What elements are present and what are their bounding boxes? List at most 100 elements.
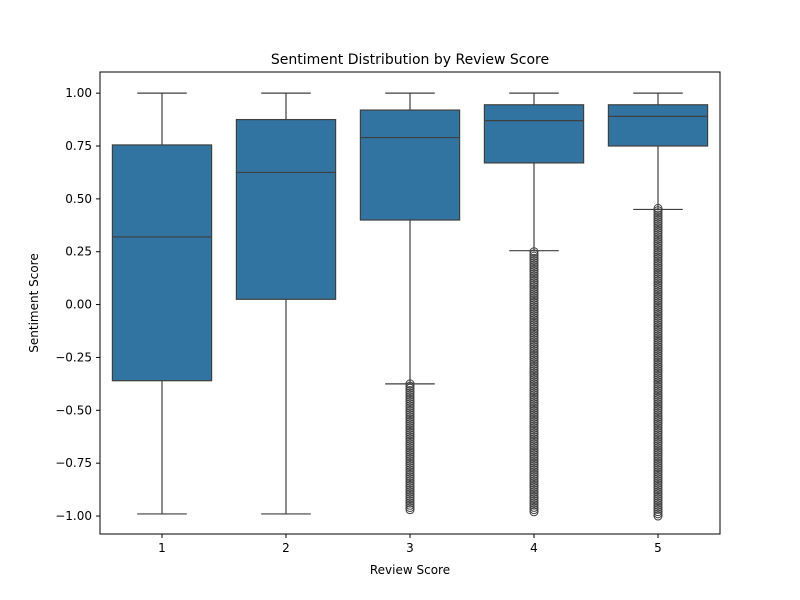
outlier-point [529,317,539,327]
outlier-point [653,263,663,273]
outlier-point [653,449,663,459]
outlier-point [529,267,539,277]
outlier-point [653,469,663,479]
outlier-point [405,423,415,433]
outlier-point [405,491,415,501]
outlier-point [529,339,539,349]
outlier-point [529,452,539,462]
outlier-point [653,425,663,435]
outlier-point [653,324,663,334]
outlier-point [405,461,415,471]
outlier-point [653,315,663,325]
outlier-point [653,298,663,308]
outlier-point [405,403,415,413]
outlier-point [529,491,539,501]
outlier-point [653,276,663,286]
outlier-point [529,344,539,354]
outlier-point [529,465,539,475]
outlier-point [653,359,663,369]
x-tick-label: 2 [282,541,290,555]
outlier-point [405,494,415,504]
y-tick-label: 1.00 [65,86,92,100]
outlier-point [653,390,663,400]
outlier-point [405,505,415,515]
outlier-point [405,383,415,393]
outlier-point [653,397,663,407]
outlier-point [653,373,663,383]
outlier-point [653,353,663,363]
outlier-point [653,256,663,266]
outlier-point [529,412,539,422]
outlier-point [405,410,415,420]
outlier-point [653,447,663,457]
y-tick-label: −1.00 [55,509,92,523]
outlier-point [653,403,663,413]
outlier-point [405,456,415,466]
outlier-point [653,485,663,495]
outlier-point [653,496,663,506]
outlier-point [529,359,539,369]
outlier-point [529,474,539,484]
outlier-point [529,386,539,396]
outlier-point [529,498,539,508]
outlier-point [529,253,539,263]
outlier-point [529,249,539,259]
outlier-point [405,483,415,493]
outlier-point [653,432,663,442]
outlier-point [529,335,539,345]
outlier-point [405,469,415,479]
outlier-point [529,454,539,464]
y-tick-label: 0.75 [65,139,92,153]
outlier-point [529,405,539,415]
outlier-point [405,496,415,506]
outlier-point [653,502,663,512]
outlier-point [529,447,539,457]
outlier-point [405,450,415,460]
outlier-point [405,401,415,411]
outlier-point [529,251,539,261]
outlier-point [529,370,539,380]
outlier-point [653,421,663,431]
outlier-point [529,264,539,274]
outlier-point [529,483,539,493]
outlier-point [653,252,663,262]
outlier-point [653,236,663,246]
outlier-point [405,465,415,475]
outlier-point [653,342,663,352]
outlier-point [405,430,415,440]
x-tick-label: 5 [654,541,662,555]
outlier-point [653,289,663,299]
outlier-point [529,388,539,398]
outlier-point [653,445,663,455]
outlier-point [653,217,663,227]
outlier-point [653,287,663,297]
outlier-point [405,447,415,457]
outlier-point [529,489,539,499]
outlier-point [653,386,663,396]
outlier-point [653,258,663,268]
y-tick-label: −0.25 [55,350,92,364]
outlier-point [653,304,663,314]
outlier-point [529,350,539,360]
outlier-point [653,322,663,332]
outlier-point [529,461,539,471]
outlier-point [529,326,539,336]
outlier-point [653,344,663,354]
outlier-point [529,372,539,382]
outlier-point [653,265,663,275]
outlier-point [529,308,539,318]
outlier-point [653,366,663,376]
outlier-point [653,326,663,336]
outlier-point [653,401,663,411]
outlier-point [405,397,415,407]
outlier-point [529,282,539,292]
outlier-point [653,280,663,290]
outlier-point [529,311,539,321]
outlier-point [405,485,415,495]
outlier-point [653,395,663,405]
outlier-point [653,337,663,347]
iqr-box [235,118,337,300]
outlier-point [405,379,415,389]
box-group-4 [483,92,585,517]
x-axis-title: Review Score [370,563,450,577]
